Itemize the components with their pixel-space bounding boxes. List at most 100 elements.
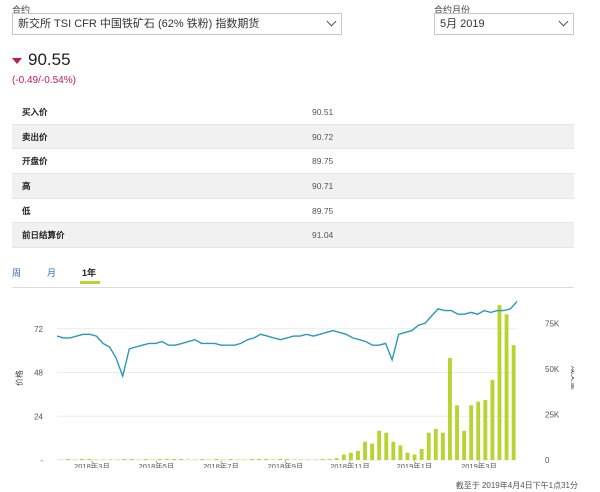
volume-bar	[122, 459, 127, 460]
volume-bar	[462, 430, 467, 460]
price-change: (-0.49/-0.54%)	[12, 75, 76, 86]
x-tick-label: 2019年3月	[461, 461, 497, 468]
tab-week[interactable]: 周	[12, 268, 22, 278]
volume-bar	[87, 459, 91, 460]
volume-bar	[348, 452, 353, 460]
month-select-value: 5月 2019	[440, 18, 485, 30]
quote-value: 91.04	[312, 222, 574, 249]
x-tick-label: 2018年3月	[74, 461, 110, 468]
price-series-line	[56, 301, 518, 379]
volume-bar	[327, 459, 332, 460]
chevron-down-icon	[326, 16, 337, 27]
quote-value: 89.75	[312, 198, 574, 224]
table-row: 卖出价 90.72	[12, 124, 574, 150]
volume-bar	[115, 459, 120, 460]
x-tick-label: 2018年9月	[268, 461, 304, 468]
volume-bar	[193, 459, 198, 460]
month-select[interactable]: 5月 2019	[434, 13, 574, 35]
down-arrow-icon	[12, 58, 22, 64]
volume-bar	[469, 405, 474, 460]
tab-1-year[interactable]: 1年	[80, 268, 101, 284]
volume-bar	[278, 459, 283, 460]
x-tick-label: 2018年11月	[330, 461, 369, 468]
volume-bar	[186, 459, 191, 460]
volume-bar	[136, 459, 141, 460]
volume-bar	[271, 459, 275, 460]
volume-bar	[101, 459, 106, 460]
volume-bar	[313, 459, 318, 460]
volume-bar	[419, 449, 424, 460]
quote-label: 开盘价	[12, 148, 312, 175]
volume-bar	[256, 459, 261, 460]
contract-select[interactable]: 新交所 TSI CFR 中国铁矿石 (62% 铁粉) 指数期货	[12, 13, 342, 35]
volume-bars	[58, 305, 516, 460]
volume-bar	[377, 430, 382, 460]
volume-bar	[299, 459, 304, 460]
y-left-tick-label: 72	[34, 325, 43, 334]
volume-bar	[249, 459, 254, 460]
quote-label: 前日结算价	[12, 222, 312, 249]
table-row: 低 89.75	[12, 198, 574, 224]
volume-bar	[306, 459, 311, 460]
volume-bar	[143, 459, 148, 460]
volume-bar	[398, 445, 403, 460]
y-right-axis-title: 成交量	[570, 366, 574, 390]
quote-value: 90.71	[312, 173, 574, 199]
volume-bar	[412, 454, 417, 460]
y-left-axis-title: 价格	[14, 370, 24, 386]
y-right-tick-label: 50K	[545, 365, 560, 374]
volume-bar	[164, 459, 169, 460]
y-right-tick-label: 25K	[545, 410, 560, 419]
volume-bar	[476, 401, 481, 460]
quote-value: 90.51	[312, 100, 574, 125]
contract-select-value: 新交所 TSI CFR 中国铁矿石 (62% 铁粉) 指数期货	[18, 18, 260, 30]
volume-bar	[285, 459, 290, 460]
volume-bar	[108, 459, 113, 460]
chart-axes: - 24 48 72 0 25K 50K 75K 价格 成交量 2018年3月 2018年5月 2018…	[14, 319, 580, 471]
volume-bar	[94, 459, 99, 460]
volume-bar	[172, 459, 176, 460]
volume-bar	[490, 379, 495, 460]
volume-bar	[440, 432, 445, 460]
volume-bar	[426, 432, 431, 460]
y-left-tick-label: 24	[34, 412, 43, 421]
y-right-tick-label: 75K	[545, 319, 560, 328]
month-label: 合约月份	[434, 5, 471, 15]
volume-bar	[370, 443, 375, 460]
volume-bar	[264, 459, 268, 460]
y-left-tick-label: -	[40, 456, 43, 465]
volume-bar	[483, 399, 488, 460]
volume-bar	[157, 459, 162, 460]
tab-month[interactable]: 月	[47, 268, 57, 278]
volume-bar	[334, 458, 339, 460]
volume-bar	[207, 459, 212, 460]
table-row: 开盘价 89.75	[12, 148, 574, 175]
quote-value: 89.75	[312, 148, 574, 175]
volume-bar	[242, 459, 247, 460]
volume-bar	[511, 345, 516, 460]
volume-bar	[150, 459, 155, 460]
volume-bar	[235, 459, 240, 460]
volume-bar	[391, 441, 396, 460]
volume-bar	[384, 432, 389, 460]
period-tabs: 周 月 1年	[12, 266, 122, 284]
volume-bar	[179, 459, 183, 460]
last-price: 90.55	[28, 50, 71, 69]
price-line	[56, 301, 518, 379]
volume-bar	[433, 429, 438, 460]
volume-bar	[228, 459, 233, 460]
quote-label: 低	[12, 198, 312, 224]
volume-bar	[129, 459, 134, 460]
volume-bar	[72, 459, 77, 460]
volume-bar	[504, 314, 509, 460]
quote-label: 买入价	[12, 100, 312, 125]
x-tick-label: 2019年1月	[397, 461, 433, 468]
volume-bar	[65, 459, 70, 460]
as-of-timestamp: 截至于 2019年4月4日下午1点31分	[455, 481, 578, 490]
x-tick-label: 2018年7月	[203, 461, 239, 468]
volume-bar	[405, 452, 410, 460]
quote-label: 卖出价	[12, 124, 312, 150]
x-tick-label: 2018年5月	[139, 461, 175, 468]
y-right-tick-label: 0	[545, 456, 550, 465]
contract-label: 合约	[12, 5, 31, 15]
